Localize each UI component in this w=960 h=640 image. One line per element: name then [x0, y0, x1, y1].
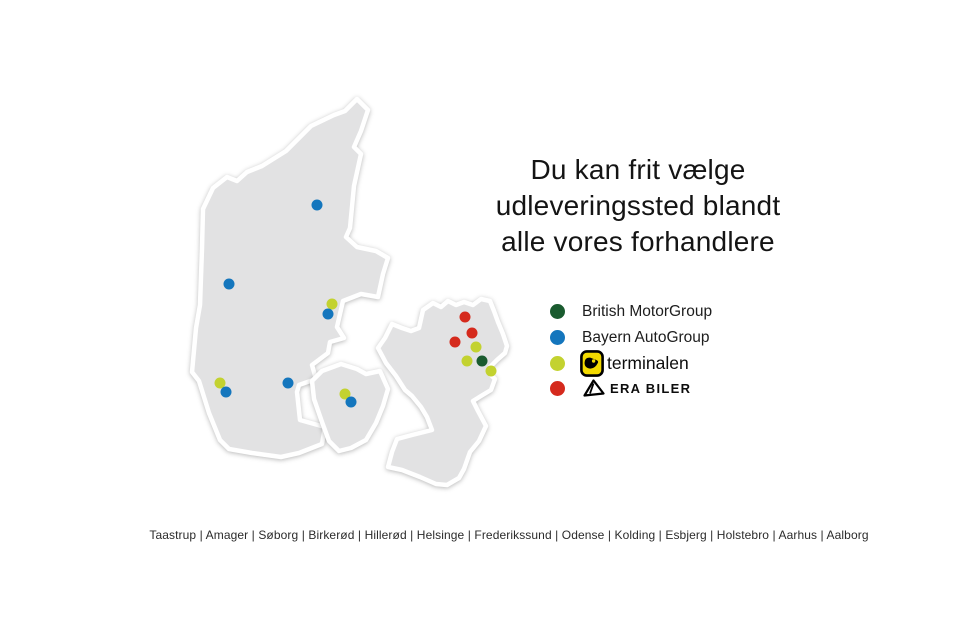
dealer-dot-bayern-autogroup	[282, 377, 294, 389]
zealand-island	[375, 296, 510, 488]
terminalen-logo-icon	[580, 349, 604, 377]
dealer-dot-era-biler	[449, 336, 461, 348]
dealer-dot-terminalen	[214, 377, 226, 389]
dealer-dot-terminalen	[485, 365, 497, 377]
era-biler-dot-icon	[550, 381, 565, 397]
era-biler-triangle-icon	[583, 379, 605, 398]
legend-label-bayern-autogroup: Bayern AutoGroup	[582, 328, 710, 346]
bayern-autogroup-dot-icon	[550, 330, 565, 346]
legend-item-british-motorgroup: British MotorGroup	[550, 299, 712, 325]
headline-line-2: udleveringssted blandt	[495, 190, 781, 221]
legend-item-era-biler: ERA BILER	[550, 376, 712, 402]
headline-line-1: Du kan frit vælge	[530, 154, 746, 185]
dealer-dot-era-biler	[466, 327, 478, 339]
dealer-legend: British MotorGroup Bayern AutoGroup term…	[550, 299, 712, 402]
landmass	[189, 96, 510, 488]
dealer-dot-bayern-autogroup	[223, 278, 235, 290]
legend-item-terminalen: terminalen	[550, 349, 712, 377]
dealer-dot-terminalen	[326, 298, 338, 310]
jutland-peninsula	[189, 96, 391, 460]
legend-label-era-biler: ERA BILER	[610, 381, 692, 397]
dealer-dot-bayern-autogroup	[220, 386, 232, 398]
dealer-dot-bayern-autogroup	[345, 396, 357, 408]
legend-label-british-motorgroup: British MotorGroup	[582, 302, 713, 320]
dealer-dot-terminalen	[470, 341, 482, 353]
dealer-dot-bayern-autogroup	[311, 199, 323, 211]
headline: Du kan frit vælge udleveringssted blandt…	[470, 152, 806, 260]
dealer-dot-era-biler	[459, 311, 471, 323]
british-motorgroup-dot-icon	[550, 304, 565, 320]
terminalen-dot-icon	[550, 355, 565, 371]
dealer-dot-bayern-autogroup	[322, 308, 334, 320]
headline-line-3: alle vores forhandlere	[501, 226, 775, 257]
dealer-dot-british-motorgroup	[476, 355, 488, 367]
city-list-text: Taastrup | Amager | Søborg | Birkerød | …	[149, 528, 869, 542]
legend-item-bayern-autogroup: Bayern AutoGroup	[550, 325, 712, 351]
legend-label-terminalen: terminalen	[607, 352, 689, 373]
funen-island	[309, 361, 391, 454]
dealer-dot-terminalen	[461, 355, 473, 367]
city-list: Taastrup | Amager | Søborg | Birkerød | …	[0, 528, 960, 542]
dealer-dots	[214, 199, 497, 408]
dealer-dot-terminalen	[339, 388, 351, 400]
